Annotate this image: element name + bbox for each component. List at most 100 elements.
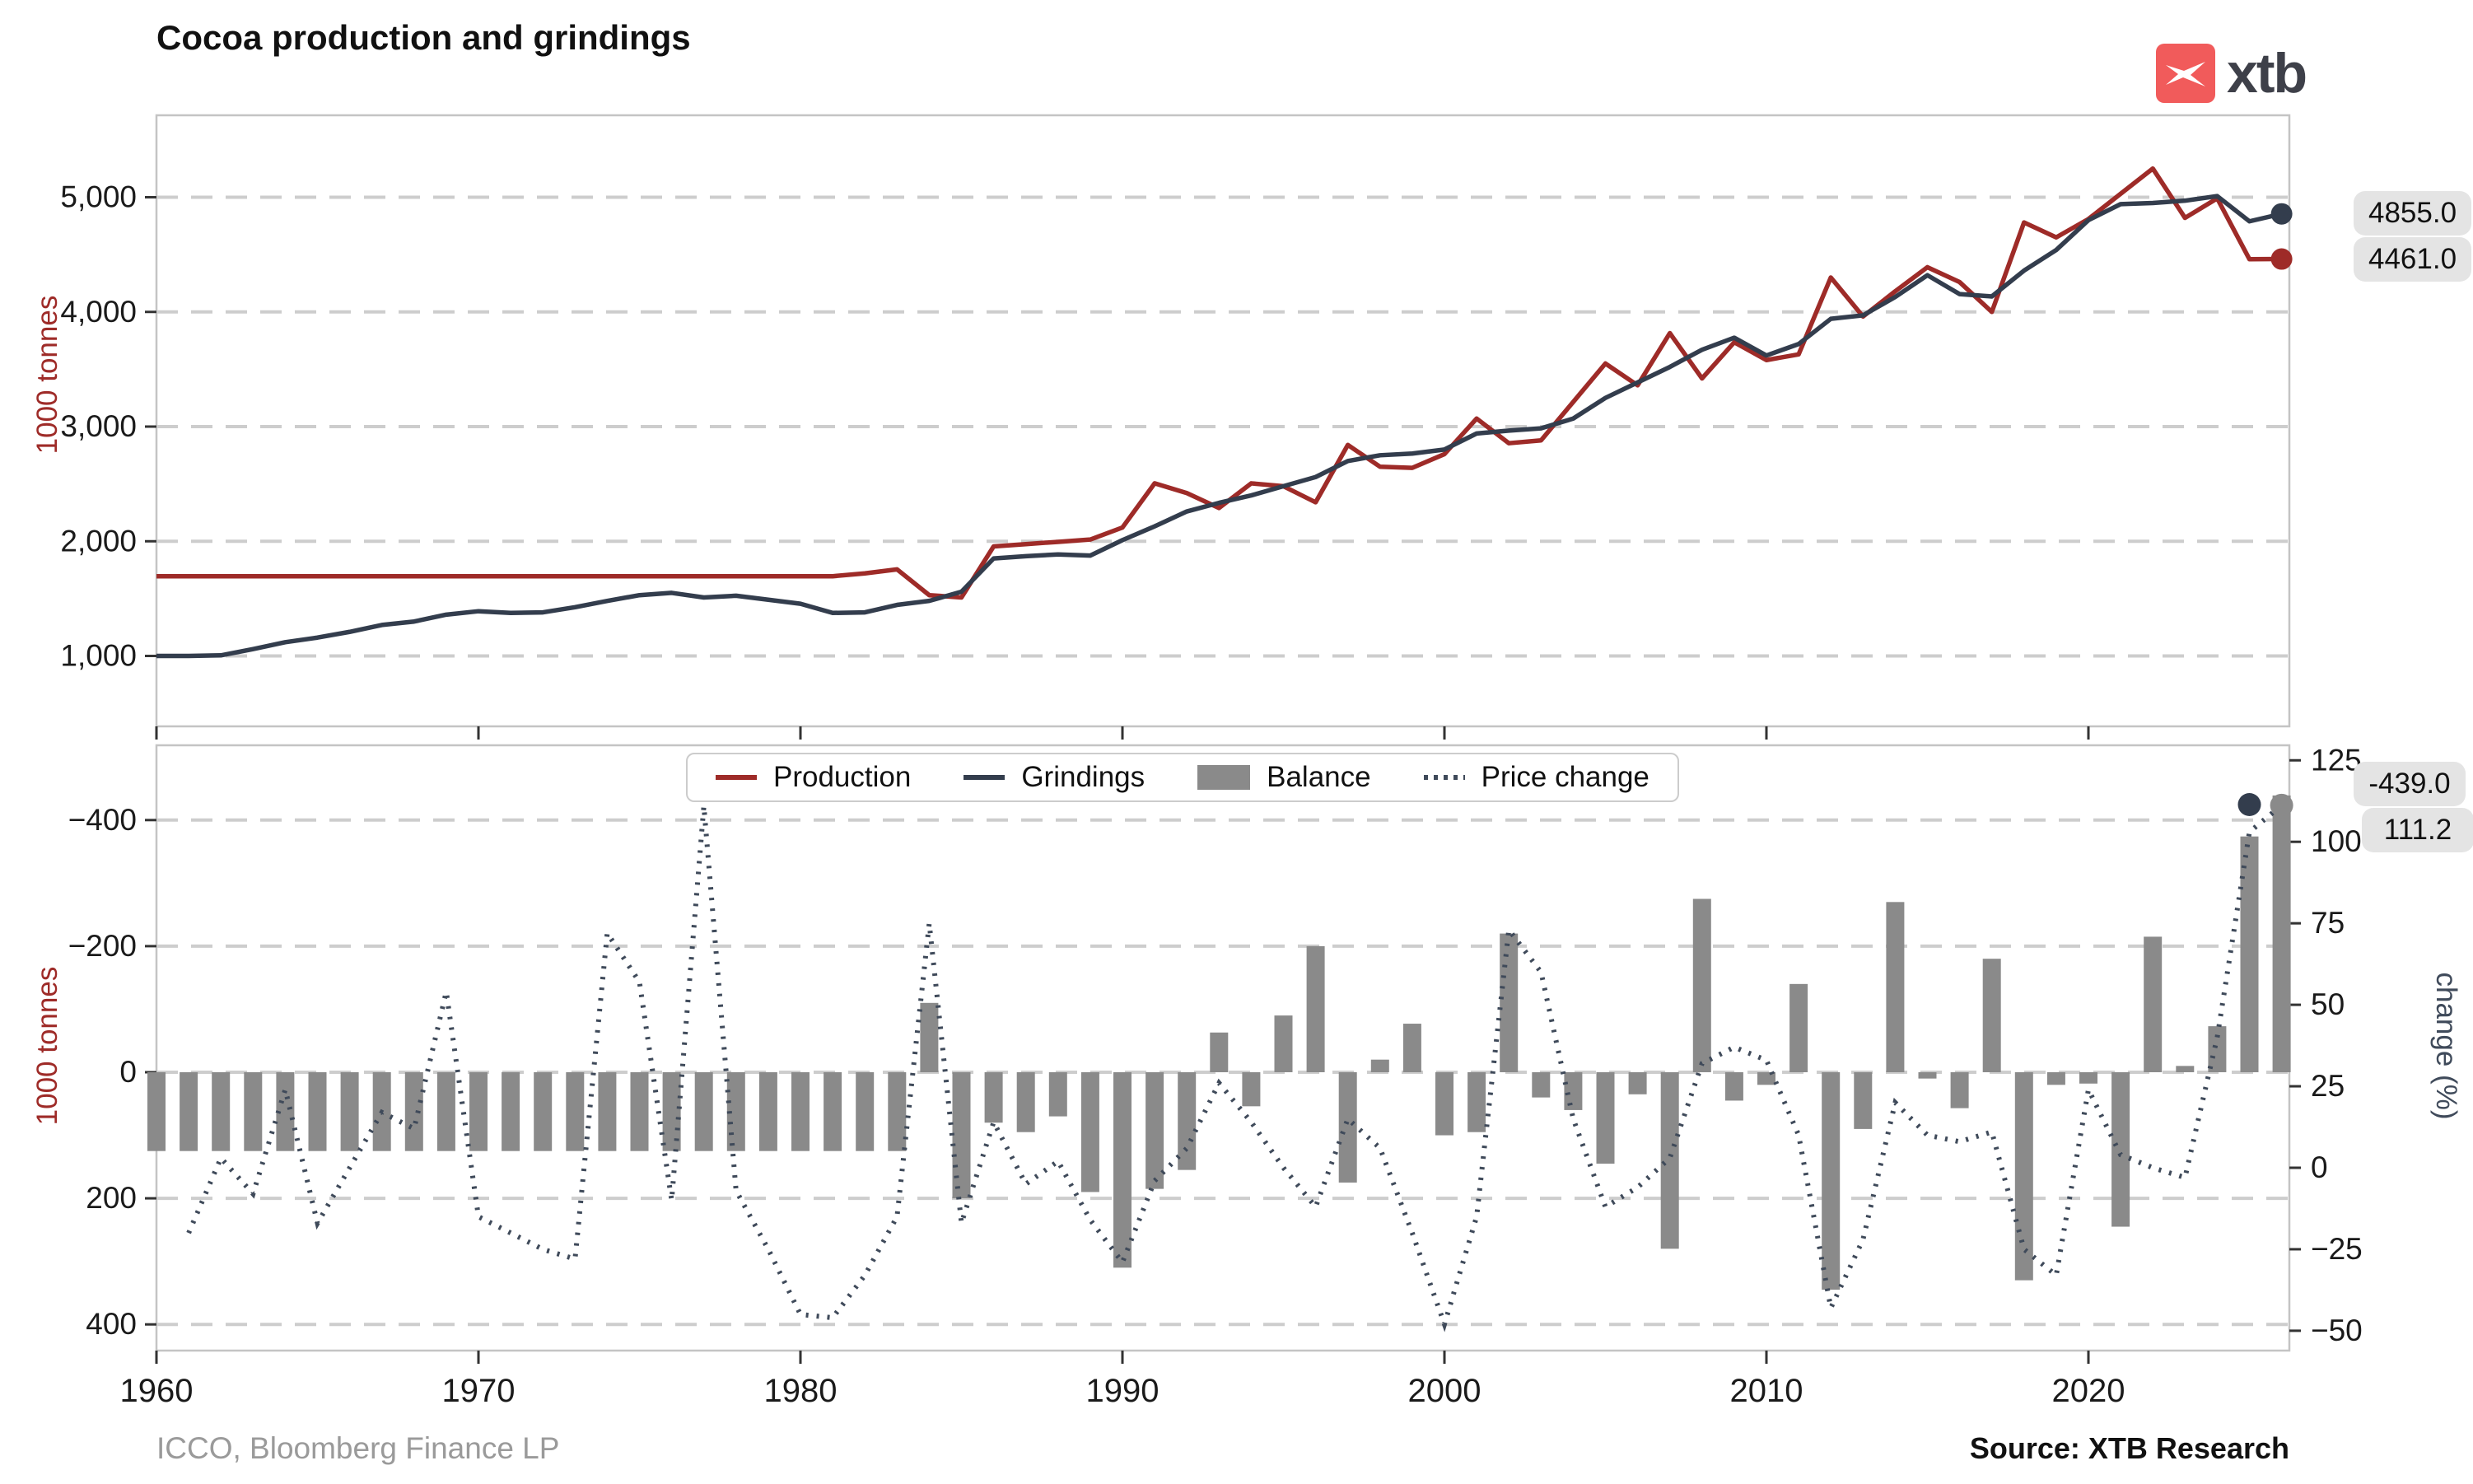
balance-end-dot <box>2238 793 2261 816</box>
legend-price-label: Price change <box>1481 761 1649 794</box>
balance-bar <box>1629 1072 1647 1094</box>
balance-bar <box>759 1072 777 1151</box>
legend-grindings-label: Grindings <box>1021 761 1145 794</box>
top-ytick-label: 5,000 <box>60 180 137 214</box>
balance-bar <box>566 1072 584 1151</box>
source-credit-text: Source: XTB Research <box>1970 1431 2289 1466</box>
balance-bar <box>856 1072 874 1151</box>
balance-bar <box>598 1072 616 1151</box>
balance-bar <box>1467 1072 1486 1132</box>
balance-bar <box>2079 1072 2097 1084</box>
balance-bar <box>1725 1072 1743 1100</box>
balance-bar <box>1951 1072 1969 1108</box>
x-axis-year-label: 2020 <box>2052 1373 2125 1409</box>
balance-bar <box>1757 1072 1775 1085</box>
legend-item-grindings[interactable]: Grindings <box>964 761 1145 794</box>
balance-bar <box>1919 1072 1937 1079</box>
right-ytick-label: −50 <box>2311 1314 2363 1347</box>
x-axis-year-label: 2010 <box>1730 1373 1803 1409</box>
balance-bar <box>1113 1072 1132 1267</box>
balance-bar <box>1532 1072 1550 1098</box>
balance-bar <box>309 1072 327 1151</box>
balance-bar <box>1597 1072 1615 1164</box>
plots-svg: 1,0002,0003,0004,0005,000−400−2000200400… <box>0 0 2473 1484</box>
price-change-line <box>189 805 2282 1324</box>
chart-canvas: Cocoa production and grindings xtb 1,000… <box>0 0 2473 1484</box>
balance-bar <box>1983 959 2001 1072</box>
balance-bar <box>2241 837 2259 1072</box>
legend-balance-label: Balance <box>1267 761 1370 794</box>
bottom-ytick-label: −200 <box>68 929 137 963</box>
balance-bar <box>437 1072 455 1151</box>
top-ytick-label: 3,000 <box>60 409 137 443</box>
balance-bar <box>1886 902 1904 1072</box>
balance-bar <box>920 1003 938 1072</box>
balance-bar <box>502 1072 520 1151</box>
right-ytick-label: 25 <box>2311 1069 2345 1103</box>
balance-bar <box>1789 984 1808 1072</box>
legend-item-balance[interactable]: Balance <box>1197 761 1370 794</box>
balance-bar <box>2015 1072 2033 1281</box>
production-end-dot <box>2271 249 2293 270</box>
right-ytick-label: 100 <box>2311 824 2362 858</box>
balance-bar <box>1822 1072 1840 1290</box>
x-axis-year-label: 1970 <box>442 1373 516 1409</box>
bottom-ytick-label: 400 <box>86 1307 137 1341</box>
balance-bar <box>469 1072 488 1151</box>
x-axis-year-label: 1990 <box>1086 1373 1160 1409</box>
right-ytick-label: 75 <box>2311 906 2345 940</box>
right-ytick-label: −25 <box>2311 1232 2363 1266</box>
top-ytick-label: 4,000 <box>60 295 137 329</box>
balance-bar <box>888 1072 906 1151</box>
balance-bar <box>1242 1072 1260 1106</box>
balance-bar <box>1339 1072 1357 1183</box>
balance-bar <box>1403 1024 1421 1072</box>
legend-item-price-change[interactable]: Price change <box>1424 761 1649 794</box>
balance-bar <box>1275 1015 1293 1072</box>
balance-bar <box>534 1072 552 1151</box>
balance-end-value-badge: -439.0 <box>2354 762 2466 806</box>
balance-bar <box>1693 898 1711 1072</box>
right-ytick-label: 50 <box>2311 987 2345 1021</box>
right-ylabel: change (%) <box>2429 947 2462 1145</box>
balance-bar <box>341 1072 359 1151</box>
balance-bar-icon <box>1197 765 1250 790</box>
legend: Production Grindings Balance Price chang… <box>686 753 1679 802</box>
top-ytick-label: 2,000 <box>60 524 137 558</box>
production-end-value-badge: 4461.0 <box>2354 237 2471 282</box>
balance-bar <box>1500 934 1518 1072</box>
balance-bar <box>1017 1072 1035 1132</box>
balance-bar <box>791 1072 810 1151</box>
balance-bar <box>1854 1072 1872 1129</box>
bottom-ylabel: 1000 tonnes <box>31 947 64 1145</box>
price-end-value-badge: 111.2 <box>2362 808 2473 852</box>
balance-bar <box>1435 1072 1453 1136</box>
balance-bar <box>1178 1072 1196 1170</box>
balance-bar <box>1564 1072 1582 1110</box>
balance-bar <box>695 1072 713 1151</box>
grindings-end-value-badge: 4855.0 <box>2354 191 2471 236</box>
x-axis-year-label: 1980 <box>764 1373 838 1409</box>
balance-bar <box>824 1072 842 1151</box>
balance-bar <box>985 1072 1003 1122</box>
x-axis-year-label: 2000 <box>1408 1373 1481 1409</box>
price-end-dot <box>2270 794 2293 817</box>
right-ytick-label: 0 <box>2311 1150 2328 1184</box>
legend-production-label: Production <box>773 761 911 794</box>
production-line-icon <box>716 775 757 780</box>
balance-bar <box>1307 946 1325 1072</box>
legend-item-production[interactable]: Production <box>716 761 911 794</box>
balance-bar <box>1049 1072 1067 1117</box>
balance-bar <box>2176 1066 2194 1072</box>
top-ylabel: 1000 tonnes <box>31 276 64 474</box>
balance-bar <box>2144 936 2162 1072</box>
balance-bar <box>631 1072 649 1151</box>
balance-bar <box>2047 1072 2065 1085</box>
grindings-end-dot <box>2271 203 2293 225</box>
top-plot-frame <box>156 115 2289 726</box>
balance-bar <box>1661 1072 1679 1248</box>
top-ytick-label: 1,000 <box>60 639 137 673</box>
production-line <box>156 169 2282 598</box>
price-change-line-icon <box>1424 775 1465 780</box>
balance-bar <box>1081 1072 1099 1192</box>
